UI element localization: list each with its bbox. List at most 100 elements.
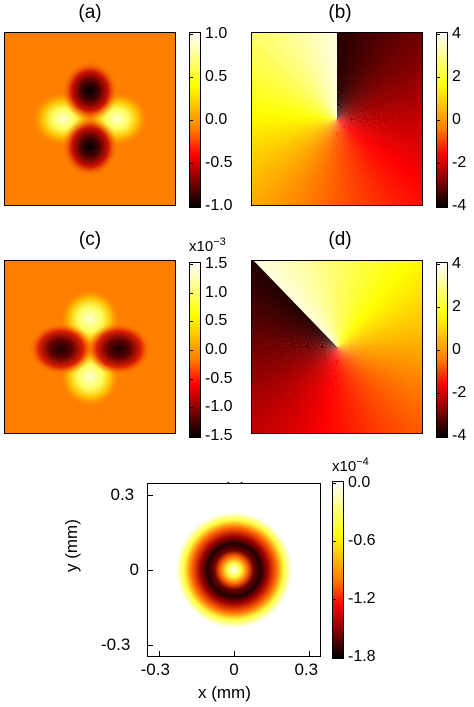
phase-b-wedge — [252, 42, 337, 119]
phase-d-wedge — [252, 347, 337, 433]
colorbar-tick-mark — [189, 34, 193, 35]
phase-b-wedge — [337, 33, 379, 119]
colorbar-e-exponent-base: x10 — [332, 458, 357, 475]
colorbar-tick-label: 0.5 — [205, 68, 228, 85]
phase-d-wedge — [337, 261, 387, 347]
colorbar-tick-label: -4 — [452, 427, 467, 444]
phase-d-wedge — [337, 261, 369, 347]
phase-b-wedge — [336, 33, 341, 119]
phase-b-wedge — [337, 33, 422, 119]
heatmap-b-svg — [252, 33, 422, 205]
colorbar-tick-label: -1.0 — [205, 197, 233, 214]
phase-b-wedge — [264, 119, 337, 205]
heatmap-d-svg — [252, 261, 422, 433]
heatmap-d — [251, 260, 423, 434]
phase-d-wedge — [252, 328, 337, 347]
phase-b-wedge — [337, 119, 422, 125]
colorbar-tick-label: 1.5 — [205, 255, 228, 272]
phase-b-wedge — [252, 47, 337, 119]
phase-b-wedge — [252, 61, 337, 119]
phase-d-wedge — [252, 347, 337, 351]
colorbar-tick-label: -1.0 — [205, 398, 233, 416]
colorbar-tick-mark — [436, 393, 440, 394]
colorbar-tick-mark — [332, 483, 336, 484]
phase-b-wedge — [337, 33, 376, 119]
phase-d-wedge — [337, 347, 422, 372]
phase-b-wedge — [252, 119, 337, 123]
x-tick-mark — [234, 651, 235, 657]
phase-d-wedge — [278, 347, 337, 433]
colorbar-tick-mark — [189, 436, 193, 437]
phase-d-wedge — [337, 347, 422, 375]
colorbar-tick-label: 2 — [452, 68, 461, 85]
phase-b-wedge — [337, 115, 422, 119]
phase-d-wedge — [252, 261, 337, 347]
phase-b-wedge — [295, 119, 337, 205]
heatmap-a-svg — [5, 33, 175, 205]
phase-b-wedge — [337, 33, 365, 119]
lobe-c-left — [29, 323, 93, 375]
phase-d-wedge — [337, 261, 376, 347]
phase-b-wedge — [324, 119, 337, 205]
colorbar-c-exponent-base: x10 — [189, 238, 214, 255]
phase-d-wedge — [337, 347, 422, 433]
phase-d-wedge — [337, 261, 405, 347]
phase-d-wedge — [337, 347, 422, 382]
phase-d-wedge — [337, 347, 422, 369]
phase-d-wedge — [337, 261, 422, 347]
phase-d-wedge — [259, 347, 337, 433]
colorbar-tick-label: -2 — [452, 154, 467, 171]
phase-b-wedge — [283, 119, 337, 205]
lobe-neg-bottom — [62, 117, 118, 177]
colorbar-tick-mark — [436, 264, 440, 265]
lobe-neg-top — [62, 61, 118, 121]
phase-d-wedge — [337, 343, 422, 347]
phase-d-wedge — [318, 347, 337, 433]
panel-label-c: (c) — [78, 229, 102, 250]
y-tick-label: 0 — [129, 560, 139, 579]
phase-d-wedge — [337, 347, 422, 393]
colorbar-tick-mark — [189, 407, 193, 409]
phase-b-wedge — [337, 33, 383, 119]
phase-b-wedge — [252, 88, 337, 119]
phase-b-wedge — [252, 33, 337, 119]
phase-b-wedge — [305, 119, 337, 205]
heatmap-a — [4, 32, 176, 206]
phase-d-wedge — [337, 347, 422, 366]
phase-d-wedge — [252, 344, 337, 348]
x-tick-label: 0 — [229, 660, 239, 679]
colorbar-tick-label: 1.0 — [205, 25, 228, 42]
panel-e-ylabel: y (mm) — [62, 519, 81, 572]
phase-b-wedge — [337, 119, 422, 141]
phase-d-wedge — [337, 261, 383, 347]
colorbar-tick-label: -2 — [452, 384, 467, 401]
phase-d-wedge — [291, 347, 337, 433]
phase-d-wedge — [324, 347, 337, 433]
colorbar-tick-mark — [189, 321, 193, 323]
phase-b-wedge — [337, 33, 415, 119]
phase-b-wedge — [318, 119, 337, 205]
colorbar-tick-mark — [189, 206, 193, 207]
colorbar-tick-mark — [436, 34, 440, 35]
phase-b-wedge — [259, 119, 337, 205]
phase-d-wedge — [295, 347, 337, 433]
phase-d-wedge — [252, 316, 337, 347]
phase-d-wedge — [252, 297, 337, 347]
colorbar-tick-mark — [189, 292, 193, 294]
phase-b-wedge — [278, 119, 337, 205]
x-tick-label: 0.3 — [294, 660, 319, 679]
phase-d-wedge — [333, 347, 338, 433]
phase-d-wedge — [337, 347, 422, 424]
phase-b-wedge — [337, 119, 422, 147]
phase-b-wedge — [252, 36, 337, 119]
y-tick-mark — [147, 495, 153, 497]
colorbar-tick-mark — [436, 120, 440, 121]
y-tick-mark — [147, 570, 153, 571]
x-tick-label: -0.3 — [140, 660, 170, 679]
x-tick-mark — [308, 651, 310, 657]
phase-d-wedge — [337, 347, 422, 378]
colorbar-tick-label: -1.2 — [348, 590, 376, 607]
colorbar-tick-mark — [436, 436, 440, 437]
phase-b-wedge — [302, 119, 337, 205]
phase-b-wedge — [337, 119, 341, 205]
